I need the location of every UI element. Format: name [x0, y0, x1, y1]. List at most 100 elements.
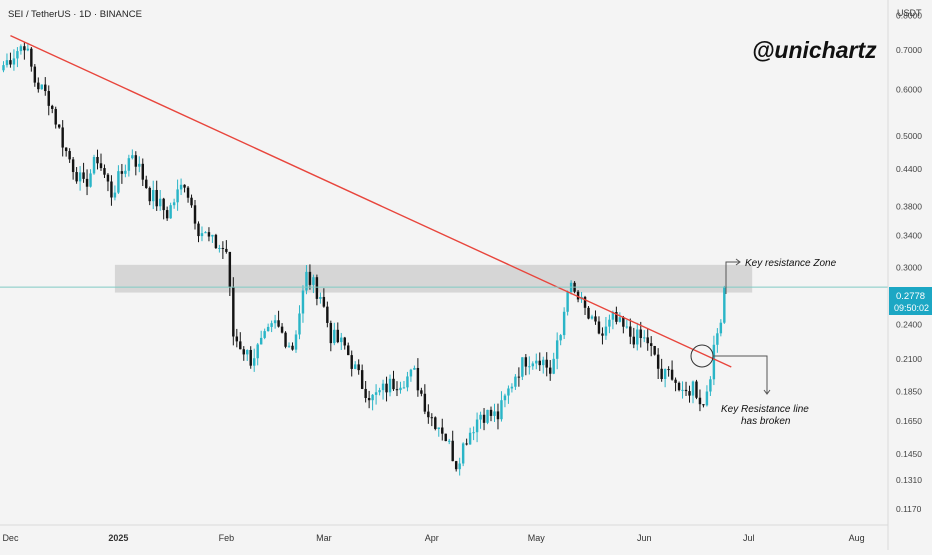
candle-body	[145, 179, 148, 188]
candle-body	[120, 171, 124, 174]
candle-body	[357, 364, 360, 371]
candle-body	[343, 337, 346, 346]
candle-body	[176, 189, 179, 203]
candle-body	[193, 205, 197, 224]
candle-body	[629, 326, 632, 337]
candle-body	[124, 170, 127, 174]
candle-body	[576, 291, 580, 300]
candle-body	[709, 379, 712, 392]
candle-body	[521, 357, 524, 377]
candle-body	[312, 277, 315, 285]
bar-countdown: 09:50:02	[894, 303, 929, 313]
candle-body	[47, 91, 50, 106]
candle-body	[172, 202, 176, 206]
time-tick-label: Apr	[425, 533, 439, 543]
candle-body	[514, 376, 517, 387]
candle-body	[9, 60, 12, 65]
candle-body	[5, 60, 9, 66]
candle-body	[294, 334, 298, 350]
candle-body	[165, 210, 169, 219]
candle-body	[468, 432, 472, 445]
candle-body	[57, 124, 61, 128]
candle-body	[646, 337, 649, 344]
candle-body	[158, 198, 162, 207]
break-annotation: Key Resistance line has broken	[690, 344, 809, 427]
candle-body	[451, 440, 454, 462]
candle-body	[413, 367, 416, 370]
price-tick-label: 0.3400	[896, 230, 922, 240]
candle-body	[106, 174, 110, 182]
candle-body	[322, 296, 326, 307]
zone-arrow	[725, 258, 741, 294]
candle-body	[719, 322, 723, 334]
candle-body	[583, 296, 587, 308]
candle-body	[712, 344, 716, 380]
candle-body	[388, 378, 392, 393]
price-tick-label: 0.1450	[896, 449, 922, 459]
candle-body	[448, 440, 451, 442]
candle-body	[242, 349, 245, 355]
candle-body	[395, 389, 399, 391]
candle-body	[117, 171, 120, 193]
time-tick-label: Mar	[316, 533, 332, 543]
price-tick-label: 0.5000	[896, 131, 922, 141]
candle-body	[670, 369, 674, 380]
candle-body	[705, 391, 709, 406]
zone-label: Key resistance Zone	[745, 258, 837, 269]
candle-body	[486, 409, 489, 423]
time-axis[interactable]: Dec 2025 Feb Mar Apr May Jun Jul Aug	[2, 533, 864, 543]
candle-body	[677, 382, 681, 391]
candle-body	[169, 205, 172, 219]
candle-body	[218, 247, 221, 249]
candle-body	[392, 378, 395, 390]
candle-body	[472, 432, 475, 434]
currency-label: USDT	[897, 8, 922, 18]
candle-body	[186, 187, 190, 198]
candle-body	[542, 359, 545, 366]
candle-body	[562, 311, 566, 336]
zone-annotation: Key resistance Zone	[725, 258, 837, 294]
price-tick-label: 0.1650	[896, 416, 922, 426]
candle-body	[625, 326, 629, 328]
price-tick-label: 0.1850	[896, 387, 922, 397]
candle-body	[479, 414, 482, 420]
candle-body	[367, 397, 371, 401]
candle-body	[360, 370, 364, 389]
candle-body	[54, 108, 57, 125]
candle-body	[381, 383, 385, 391]
candle-body	[305, 271, 308, 291]
candle-body	[155, 189, 158, 207]
candle-body	[75, 172, 78, 182]
descending-trendline[interactable]	[10, 34, 732, 368]
candle-body	[437, 427, 440, 429]
price-axis[interactable]: 0.8000 0.7000 0.6000 0.5000 0.4400 0.3800 0.34…	[896, 11, 922, 515]
candle-body	[82, 172, 85, 179]
candle-body	[280, 326, 284, 333]
candle-body	[103, 168, 106, 175]
candle-body	[555, 340, 559, 359]
candle-body	[270, 323, 273, 327]
candle-body	[409, 369, 413, 377]
time-tick-label: Jun	[637, 533, 652, 543]
candle-body	[197, 223, 200, 237]
candle-body	[221, 247, 225, 249]
candle-body	[430, 417, 434, 419]
candle-body	[134, 155, 138, 167]
candle-body	[656, 354, 660, 369]
candle-body	[716, 333, 719, 345]
candle-body	[597, 321, 601, 334]
candle-body	[214, 234, 218, 249]
candle-body	[364, 388, 367, 398]
candle-body	[660, 368, 663, 380]
candle-body	[500, 400, 503, 420]
price-tick-label: 0.8000	[896, 11, 922, 21]
candle-body	[371, 394, 374, 401]
price-tick-label: 0.2100	[896, 354, 922, 364]
candle-body	[99, 163, 103, 169]
candle-body	[347, 345, 350, 356]
time-tick-label: May	[528, 533, 546, 543]
candle-body	[545, 359, 548, 368]
candle-body	[643, 337, 646, 339]
